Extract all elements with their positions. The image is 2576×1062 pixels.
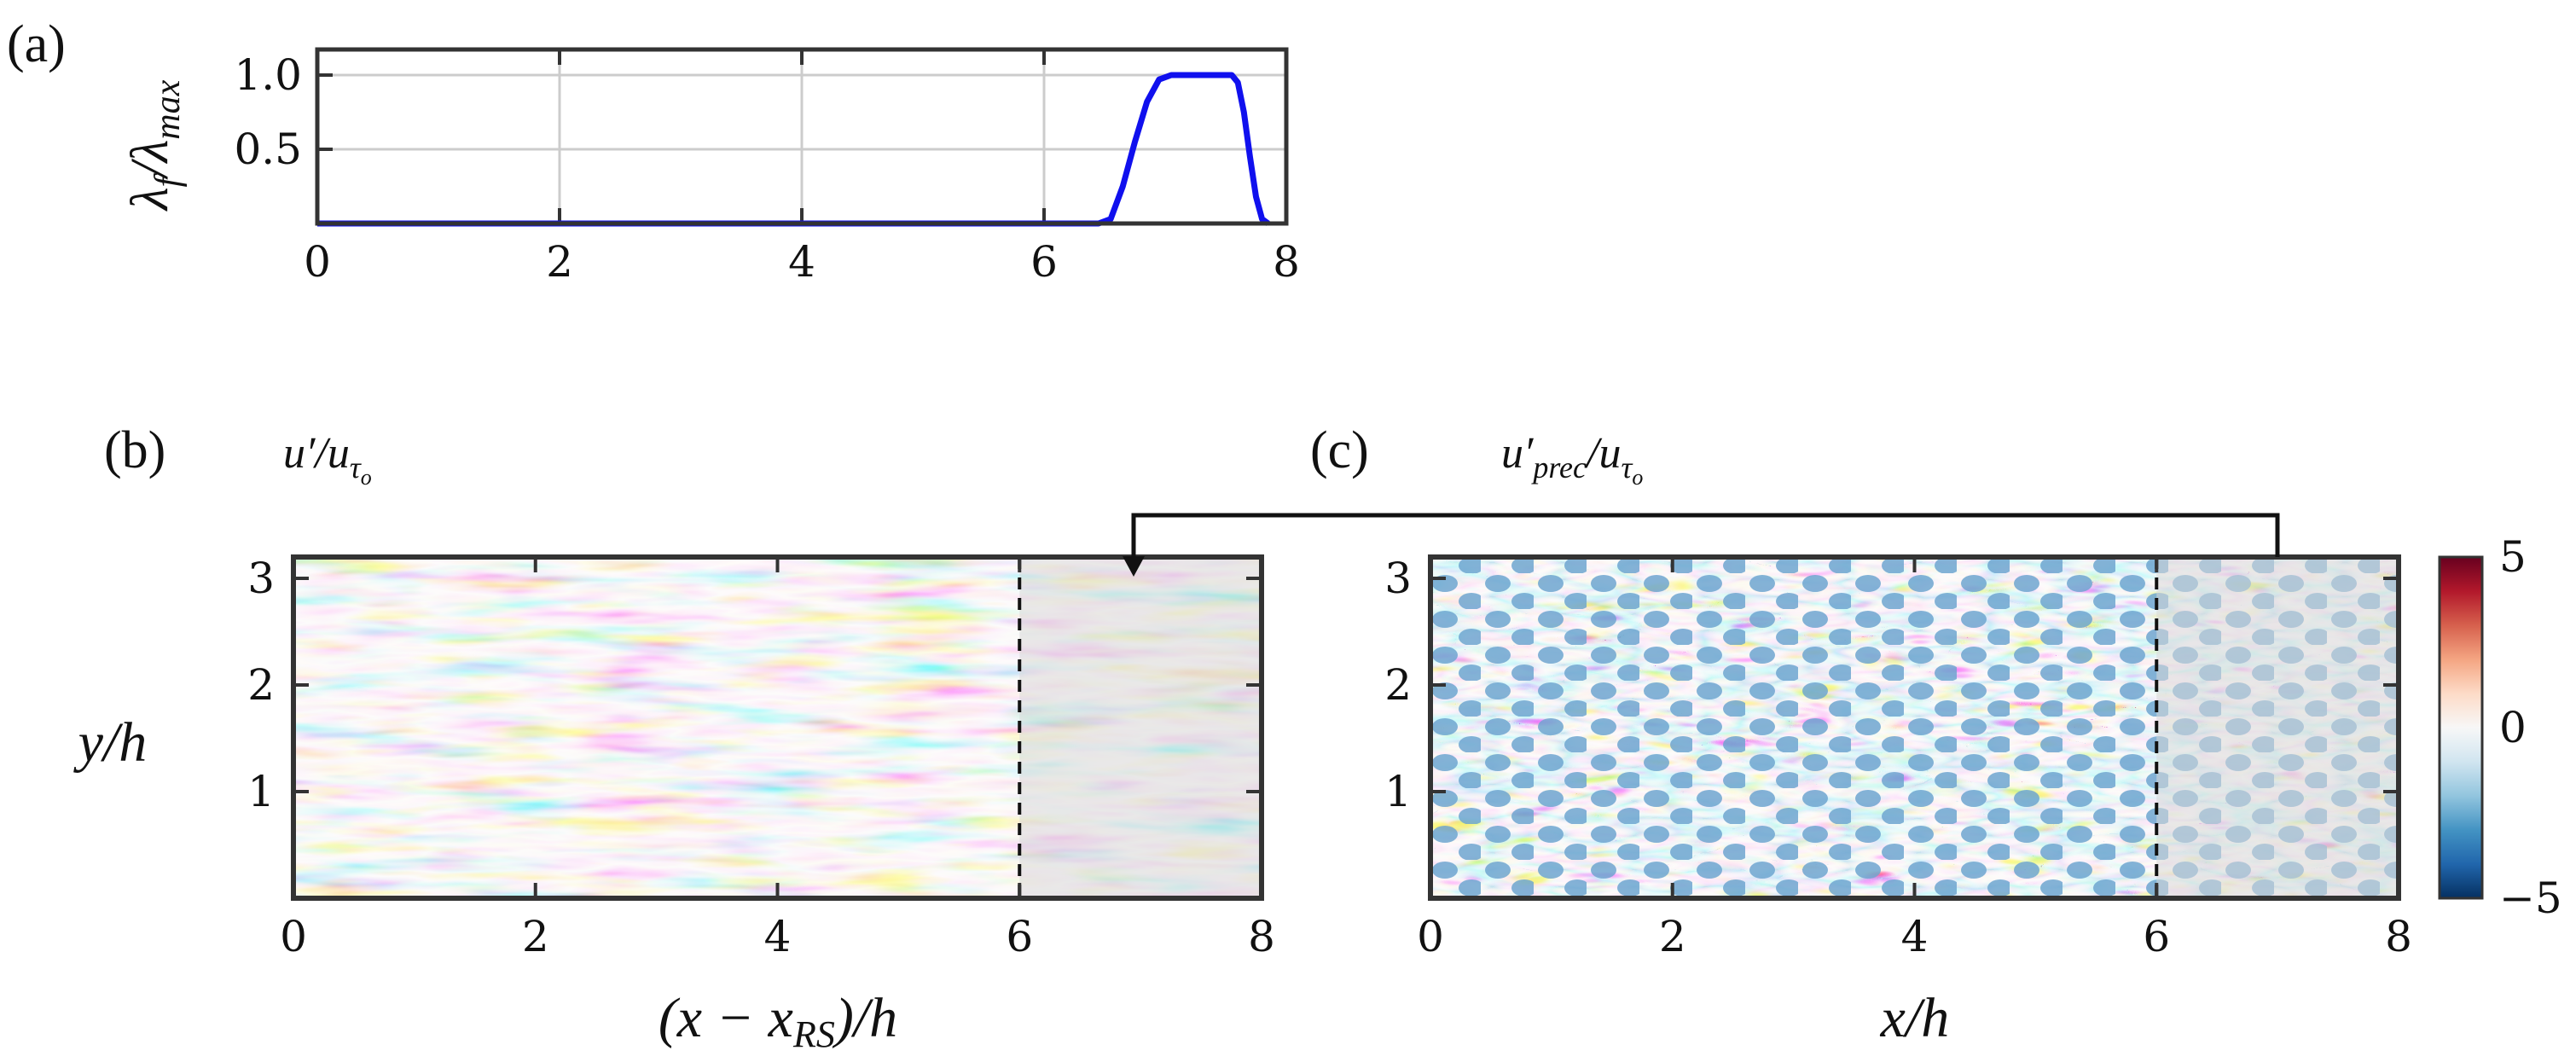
panel-c-label: (c) bbox=[1310, 421, 1369, 479]
panel-b-ytick-label: 2 bbox=[247, 660, 275, 710]
panel-c-xtick-label: 6 bbox=[2143, 912, 2170, 961]
panel-b-xtick-label: 8 bbox=[1248, 912, 1275, 961]
panel-c-xtick-label: 0 bbox=[1417, 912, 1444, 961]
panel-a-xtick-label: 6 bbox=[1030, 237, 1058, 287]
panel-a-xtick-label: 4 bbox=[788, 237, 815, 287]
panel-a-xtick-label: 0 bbox=[304, 237, 331, 287]
panel-a-plot: 0 2 4 6 8 1.0 0.5 bbox=[234, 47, 1300, 287]
panel-c-xtick-label: 8 bbox=[2385, 912, 2412, 961]
panel-c: (c) u′prec/uτo x/h 0 2 4 6 8 1 2 3 bbox=[1123, 421, 2412, 1049]
panel-c-field-label: u′prec/uτo bbox=[1501, 429, 1643, 490]
panel-b-field-label: u′/uτo bbox=[283, 429, 372, 490]
colorbar-tick-label: −5 bbox=[2499, 873, 2562, 923]
colorbar-ticks: 5 0 −5 bbox=[2499, 532, 2562, 923]
colorbar-gradient bbox=[2438, 555, 2484, 900]
colorbar: 5 0 −5 bbox=[2438, 532, 2562, 923]
panel-b-ylabel: y/h bbox=[73, 711, 148, 774]
colorbar-tick-label: 0 bbox=[2499, 703, 2527, 752]
panel-c-ytick-label: 1 bbox=[1384, 767, 1412, 816]
panel-b-ytick-label: 1 bbox=[247, 767, 275, 816]
panel-c-xtick-label: 2 bbox=[1659, 912, 1686, 961]
panel-a-ytick-label: 0.5 bbox=[234, 125, 302, 174]
recycling-arrow-head bbox=[1123, 556, 1145, 577]
panel-b-xtick-label: 0 bbox=[280, 912, 307, 961]
panel-a-ytick-label: 1.0 bbox=[234, 50, 302, 100]
panel-a-frame bbox=[315, 47, 1289, 226]
panel-c-frame bbox=[1428, 554, 2401, 901]
panel-a-xtick-label: 2 bbox=[546, 237, 573, 287]
panel-b-frame bbox=[291, 554, 1264, 901]
panel-c-plot: 0 2 4 6 8 1 2 3 bbox=[1384, 554, 2412, 961]
svg-text:λf/λmax: λf/λmax bbox=[121, 79, 188, 212]
panel-b-plot: 0 2 4 6 8 1 2 3 bbox=[247, 554, 1275, 961]
panel-a-series-line bbox=[317, 72, 1270, 227]
panel-b-xtick-label: 2 bbox=[522, 912, 549, 961]
colorbar-tick-label: 5 bbox=[2499, 532, 2527, 582]
panel-b-label: (b) bbox=[104, 421, 165, 479]
panel-c-xtick-label: 4 bbox=[1901, 912, 1929, 961]
panel-c-ytick-label: 2 bbox=[1384, 660, 1412, 710]
panel-c-xlabel: x/h bbox=[1880, 987, 1950, 1049]
panel-b-xtick-label: 4 bbox=[764, 912, 792, 961]
panel-a: (a) λf/λmax 0 2 4 6 8 1.0 0.5 bbox=[7, 15, 1300, 287]
panel-a-xtick-label: 8 bbox=[1273, 237, 1300, 287]
panel-a-label: (a) bbox=[7, 15, 66, 73]
panel-b-xlabel: (x − xRS)/h bbox=[659, 987, 897, 1055]
panel-b-xtick-label: 6 bbox=[1006, 912, 1033, 961]
panel-b: (b) u′/uτo y/h (x − xRS)/h 0 2 4 6 8 1 2 3 bbox=[73, 421, 1275, 1055]
panel-b-ytick-label: 3 bbox=[247, 554, 275, 603]
panel-c-shaded-region bbox=[2156, 557, 2399, 898]
panel-a-ylabel: λf/λmax bbox=[121, 79, 188, 212]
recycling-arrow-line bbox=[1131, 513, 2280, 565]
panel-c-ytick-label: 3 bbox=[1384, 554, 1412, 603]
panel-b-shaded-region bbox=[1019, 557, 1262, 898]
